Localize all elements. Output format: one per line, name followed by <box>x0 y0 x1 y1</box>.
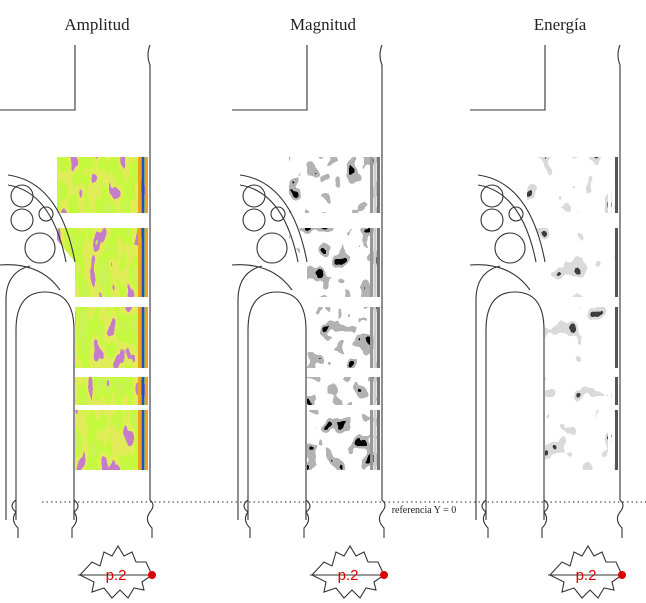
data-gap <box>289 297 382 307</box>
data-strip <box>370 157 373 470</box>
plan-label: p.2 <box>576 567 597 584</box>
data-gap <box>527 297 620 307</box>
plan-label: p.2 <box>338 567 359 584</box>
data-gap <box>289 213 382 228</box>
data-texture <box>527 157 618 470</box>
data-strip <box>142 157 145 470</box>
data-strip <box>374 157 377 470</box>
data-strip <box>145 157 148 470</box>
panel-title: Amplitud <box>64 15 130 34</box>
panel-title: Magnitud <box>290 15 357 34</box>
data-gap <box>289 368 382 377</box>
data-strip <box>612 157 615 470</box>
data-gap <box>527 368 620 377</box>
data-strip <box>608 157 611 470</box>
data-image <box>289 157 382 470</box>
panel: p.2 <box>470 45 626 598</box>
data-gap <box>57 405 150 410</box>
panel: p.2 <box>232 45 388 598</box>
data-gap <box>289 405 382 410</box>
data-strip <box>615 157 618 470</box>
data-texture <box>289 157 380 470</box>
data-texture <box>57 157 148 470</box>
data-gap <box>57 368 150 377</box>
data-image <box>57 157 150 470</box>
plan-label: p.2 <box>106 567 127 584</box>
data-gap <box>57 213 150 228</box>
data-gap <box>527 213 620 228</box>
data-image <box>527 157 620 470</box>
data-strip <box>377 157 380 470</box>
panel-title: Energía <box>534 15 587 34</box>
data-strip <box>138 157 141 470</box>
panel: p.2 <box>0 45 156 598</box>
data-gap <box>57 297 150 307</box>
figure: referencia Y = 0 Amplitud p.2 Magnitud p.2 E… <box>0 0 646 603</box>
data-gap <box>527 405 620 410</box>
reference-label: referencia Y = 0 <box>392 505 457 516</box>
